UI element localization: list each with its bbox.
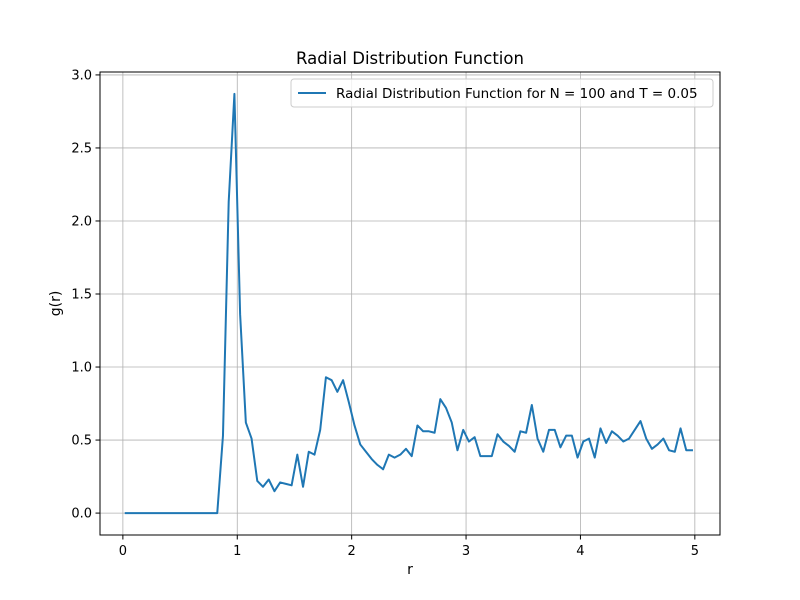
grid: [100, 72, 720, 535]
ticks: 0 1 2 3 4 5 0.0 0.5 1.0 1.5 2.0 2.5 3.0: [71, 68, 699, 559]
y-tick-label: 2.0: [71, 214, 92, 229]
chart-title: Radial Distribution Function: [296, 49, 524, 68]
legend: Radial Distribution Function for N = 100…: [290, 78, 714, 108]
x-axis-label: r: [407, 562, 413, 578]
x-tick-label: 3: [462, 544, 470, 559]
series-layer: [124, 92, 693, 515]
y-tick-label: 0.5: [71, 434, 92, 449]
y-tick-label: 3.0: [71, 68, 92, 83]
x-tick-label: 5: [691, 544, 699, 559]
y-tick-label: 0.0: [71, 507, 92, 522]
x-tick-label: 0: [119, 544, 127, 559]
y-axis-label: g(r): [48, 291, 64, 317]
x-tick-label: 2: [348, 544, 356, 559]
y-tick-label: 2.5: [71, 141, 92, 156]
x-tick-label: 4: [576, 544, 584, 559]
plot-frame: [99, 71, 721, 536]
y-tick-label: 1.0: [71, 361, 92, 376]
legend-box: [290, 78, 714, 108]
x-tick-label: 1: [233, 544, 241, 559]
legend-entry-label: Radial Distribution Function for N = 100…: [336, 86, 698, 102]
y-tick-label: 1.5: [71, 288, 92, 303]
rdf-series-line: [124, 92, 693, 515]
